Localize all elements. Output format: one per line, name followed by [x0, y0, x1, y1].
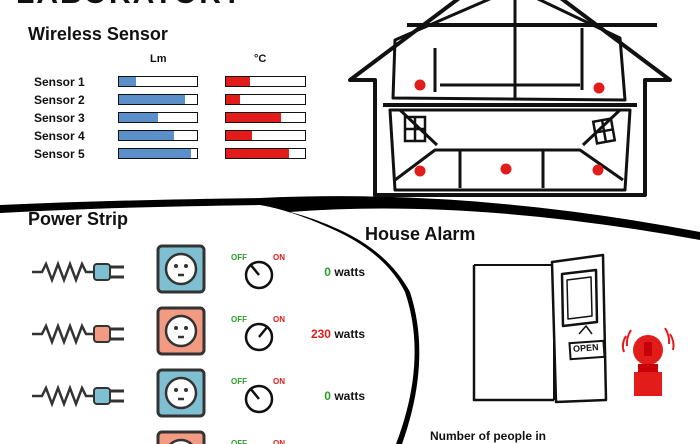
door-sign-text: OPEN [572, 342, 599, 354]
lumens-bar [118, 76, 198, 87]
open-sign [568, 339, 606, 361]
temperature-fill [226, 149, 290, 158]
sensor-label: Sensor 3 [34, 111, 85, 125]
switch-off-label: OFF [231, 315, 247, 324]
plug-cord-icon [32, 384, 124, 408]
switch-on-label: ON [273, 439, 285, 444]
switch-off-label: OFF [231, 439, 247, 444]
outlet-socket-icon[interactable] [156, 430, 206, 444]
lumens-bar [118, 130, 198, 141]
watts-value: 230 [310, 327, 331, 341]
lumens-bar [118, 94, 198, 105]
house-alarm-title: House Alarm [365, 224, 476, 244]
power-strip-title: Power Strip [28, 209, 129, 229]
lumens-fill [119, 113, 158, 122]
lumens-bar [118, 148, 198, 159]
plug-cord-icon [32, 260, 124, 284]
switch-on-label: ON [273, 377, 285, 386]
power-switch-dial[interactable] [242, 380, 276, 414]
outlet-socket-icon[interactable] [156, 244, 206, 294]
watts-readout: 0 watts [300, 265, 365, 279]
watts-unit: watts [334, 327, 365, 341]
lumens-fill [119, 77, 137, 86]
lumens-fill [119, 131, 174, 140]
people-count-label: Number of people in [430, 429, 547, 443]
house-illustration [348, 0, 672, 197]
lm-column-header: Lm [150, 53, 167, 65]
temperature-fill [226, 77, 250, 86]
watts-readout: 0 watts [300, 389, 365, 403]
alarm-bell-icon [621, 327, 675, 396]
watts-unit: watts [334, 389, 365, 403]
temperature-fill [226, 131, 253, 140]
switch-off-label: OFF [231, 377, 247, 386]
temperature-fill [226, 113, 282, 122]
lumens-fill [119, 149, 191, 158]
power-switch-dial[interactable] [242, 256, 276, 290]
watts-readout: 230 watts [300, 327, 365, 341]
outlet-socket-icon[interactable] [156, 306, 206, 356]
watts-value: 0 [324, 389, 331, 403]
sensor-label: Sensor 2 [34, 93, 85, 107]
lumens-fill [119, 95, 186, 104]
watts-value: 0 [324, 265, 331, 279]
temperature-bar [225, 148, 306, 159]
plug-cord-icon [28, 436, 128, 444]
temperature-bar [225, 76, 306, 87]
outlet-socket-icon[interactable] [156, 368, 206, 418]
lumens-bar [118, 112, 198, 123]
switch-on-label: ON [273, 315, 285, 324]
switch-off-label: OFF [231, 253, 247, 262]
plug-cord-icon [32, 322, 124, 346]
temperature-bar [225, 130, 306, 141]
door-illustration [472, 253, 608, 404]
sensor-label: Sensor 4 [34, 129, 85, 143]
watts-unit: watts [334, 265, 365, 279]
power-switch-dial[interactable] [242, 318, 276, 352]
celsius-column-header: °C [254, 53, 267, 65]
wireless-sensor-title: Wireless Sensor [28, 24, 168, 44]
sensor-label: Sensor 1 [34, 75, 85, 89]
temperature-bar [225, 94, 306, 105]
sensor-label: Sensor 5 [34, 147, 85, 161]
page-title: LABORATORY [16, 0, 256, 8]
switch-on-label: ON [273, 253, 285, 262]
temperature-fill [226, 95, 241, 104]
temperature-bar [225, 112, 306, 123]
